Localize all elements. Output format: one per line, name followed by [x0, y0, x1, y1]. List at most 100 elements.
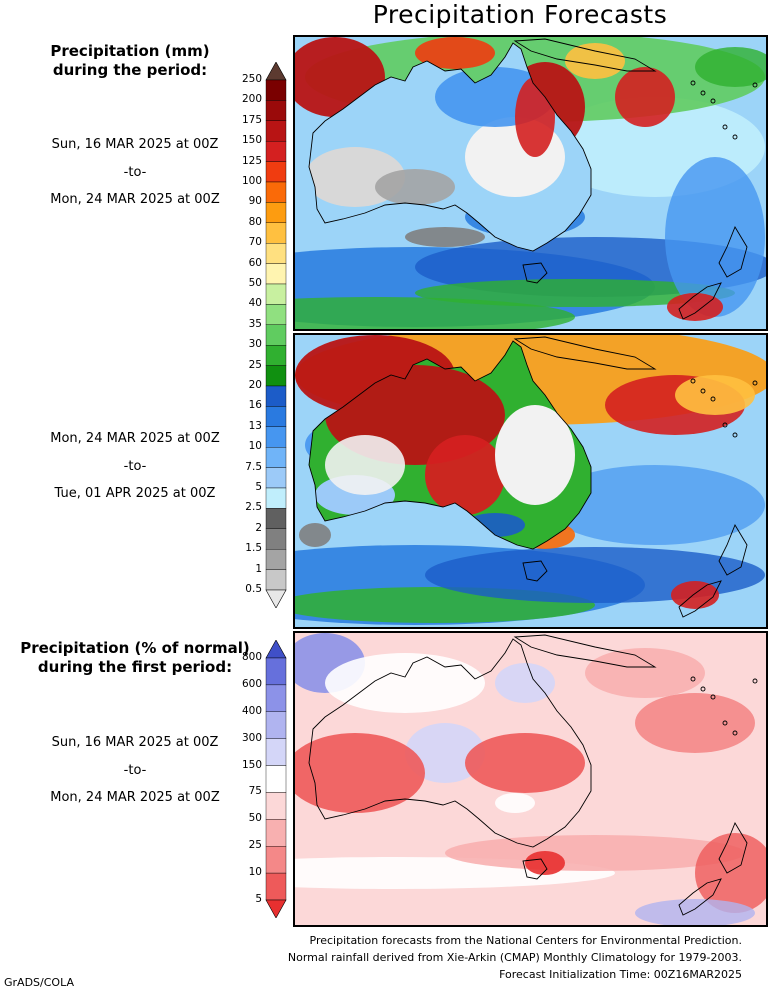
mm-colorbar-tick-label: 175 — [241, 113, 262, 126]
field-band — [325, 653, 485, 713]
pct-colorbar-bottom-arrow — [265, 899, 287, 918]
coastline — [308, 336, 758, 618]
mm-colorbar-swatch — [265, 528, 287, 550]
field-band — [667, 293, 723, 321]
mm-colorbar-tick-label: 20 — [248, 379, 262, 391]
field-band — [665, 157, 765, 317]
pct-field — [295, 633, 766, 925]
pct-colorbar-tick-label: 25 — [248, 839, 262, 852]
pct-colorbar-swatch — [265, 738, 287, 766]
period-1-from: Sun, 16 MAR 2025 at 00Z — [51, 137, 219, 152]
period-3-to-word: -to- — [123, 763, 147, 778]
mm-colorbar-tick-label: 10 — [248, 440, 262, 453]
field-band — [635, 693, 755, 753]
field-band — [375, 169, 455, 205]
field-band — [495, 405, 575, 505]
pct-colorbar-tick-label: 800 — [241, 651, 262, 663]
mm-colorbar-swatch — [265, 120, 287, 142]
mm-colorbar-tick-label: 50 — [248, 277, 262, 289]
period-2-until: Tue, 01 APR 2025 at 00Z — [54, 486, 216, 501]
panel-1-header: Precipitation (mm) during the period: — [20, 42, 240, 80]
pct-colorbar-tick-label: 5 — [255, 893, 262, 905]
pct-colorbar-swatch — [265, 765, 287, 793]
mm-colorbar-tick-label: 200 — [241, 93, 262, 106]
mm-colorbar-tick-label: 0.5 — [245, 583, 262, 595]
coastline — [308, 38, 758, 320]
mm-colorbar-swatch — [265, 487, 287, 509]
mm-colorbar-swatch — [265, 508, 287, 529]
field-band — [695, 47, 766, 87]
pct-colorbar-swatch — [265, 819, 287, 847]
mm-colorbar-tick-label: 30 — [248, 338, 262, 351]
mm-colorbar-swatch — [265, 263, 287, 285]
pct-colorbar-tick-label: 150 — [241, 758, 262, 771]
mm-colorbar-tick-label: 1.5 — [245, 542, 262, 555]
pct-colorbar-tick-label: 600 — [241, 677, 262, 690]
mm-colorbar-tick-label: 25 — [248, 358, 262, 371]
mm-colorbar-swatch — [265, 426, 287, 448]
mm-colorbar-swatch — [265, 140, 287, 162]
panel-3-header: Precipitation (% of normal) during the f… — [8, 639, 262, 677]
mm-colorbar-swatch — [265, 242, 287, 264]
mm-colorbar-swatch — [265, 304, 287, 325]
pct-colorbar-tick-label: 400 — [241, 704, 262, 717]
pct-colorbar-swatch — [265, 846, 287, 874]
map-panel-1 — [293, 35, 768, 331]
field-band — [695, 833, 766, 913]
mm-colorbar-tick-label: 2 — [255, 521, 262, 534]
credits-line-1: Precipitation forecasts from the Nationa… — [309, 934, 743, 947]
mm-colorbar-tick-label: 80 — [248, 215, 262, 228]
field-band — [635, 899, 755, 925]
mm-colorbar-tick-label: 250 — [241, 73, 262, 85]
pct-colorbar-tick-label: 50 — [248, 812, 262, 825]
mm-colorbar-swatch — [265, 181, 287, 203]
mm-colorbar-tick-label: 35 — [248, 317, 262, 330]
mm-colorbar-swatch — [265, 467, 287, 489]
mm-colorbar-swatch — [265, 406, 287, 427]
pct-colorbar-top-arrow — [265, 640, 287, 659]
mm-colorbar-swatch — [265, 324, 287, 346]
mm-colorbar-tick-label: 7.5 — [245, 460, 262, 473]
field-band — [495, 663, 555, 703]
credits: Precipitation forecasts from the Nationa… — [288, 932, 742, 983]
grads-footer: GrADS/COLA — [4, 976, 74, 989]
field-band — [415, 37, 495, 69]
mm-colorbar-bottom-arrow — [265, 589, 287, 608]
panel-1-header-line-1: Precipitation (mm) — [50, 42, 210, 60]
pct-colorbar-swatch — [265, 684, 287, 712]
mm-colorbar-swatch — [265, 345, 287, 366]
period-3-from: Sun, 16 MAR 2025 at 00Z — [51, 735, 219, 750]
field-band — [565, 43, 625, 79]
panel-1-header-line-2: during the period: — [52, 61, 208, 79]
field-band — [405, 723, 485, 783]
mm-colorbar-tick-label: 2.5 — [245, 501, 262, 514]
mm-colorbar-swatch — [265, 447, 287, 468]
map-panel-3 — [293, 631, 768, 927]
field-band — [299, 523, 331, 547]
credits-line-2: Normal rainfall derived from Xie-Arkin (… — [287, 951, 742, 964]
mm-colorbar — [265, 62, 287, 608]
period-1-to-word: -to- — [123, 165, 147, 180]
mm-colorbar-swatch — [265, 365, 287, 387]
field-band — [585, 648, 705, 698]
field-band — [675, 375, 755, 415]
panel-3-header-line-1: Precipitation (% of normal) — [20, 639, 250, 657]
panel-3-header-line-2: during the first period: — [37, 658, 233, 676]
field-band — [671, 581, 719, 609]
mm-colorbar-swatch — [265, 222, 287, 244]
mm-colorbar-swatch — [265, 202, 287, 223]
field-band — [545, 465, 765, 545]
pct-colorbar-swatch — [265, 792, 287, 820]
field-band — [465, 733, 585, 793]
field-band — [495, 793, 535, 813]
period-2-from: Mon, 24 MAR 2025 at 00Z — [50, 431, 220, 446]
coastline — [308, 634, 758, 916]
mm-colorbar-tick-label: 70 — [248, 236, 262, 249]
mm-colorbar-tick-label: 100 — [241, 175, 262, 187]
pct-colorbar-swatch — [265, 711, 287, 739]
mm-colorbar-swatch — [265, 385, 287, 407]
mm-colorbar-swatch — [265, 161, 287, 183]
mm-colorbar-tick-label: 1 — [255, 562, 262, 575]
mm-colorbar-tick-label: 150 — [241, 134, 262, 147]
pct-colorbar-tick-label: 10 — [248, 866, 262, 879]
